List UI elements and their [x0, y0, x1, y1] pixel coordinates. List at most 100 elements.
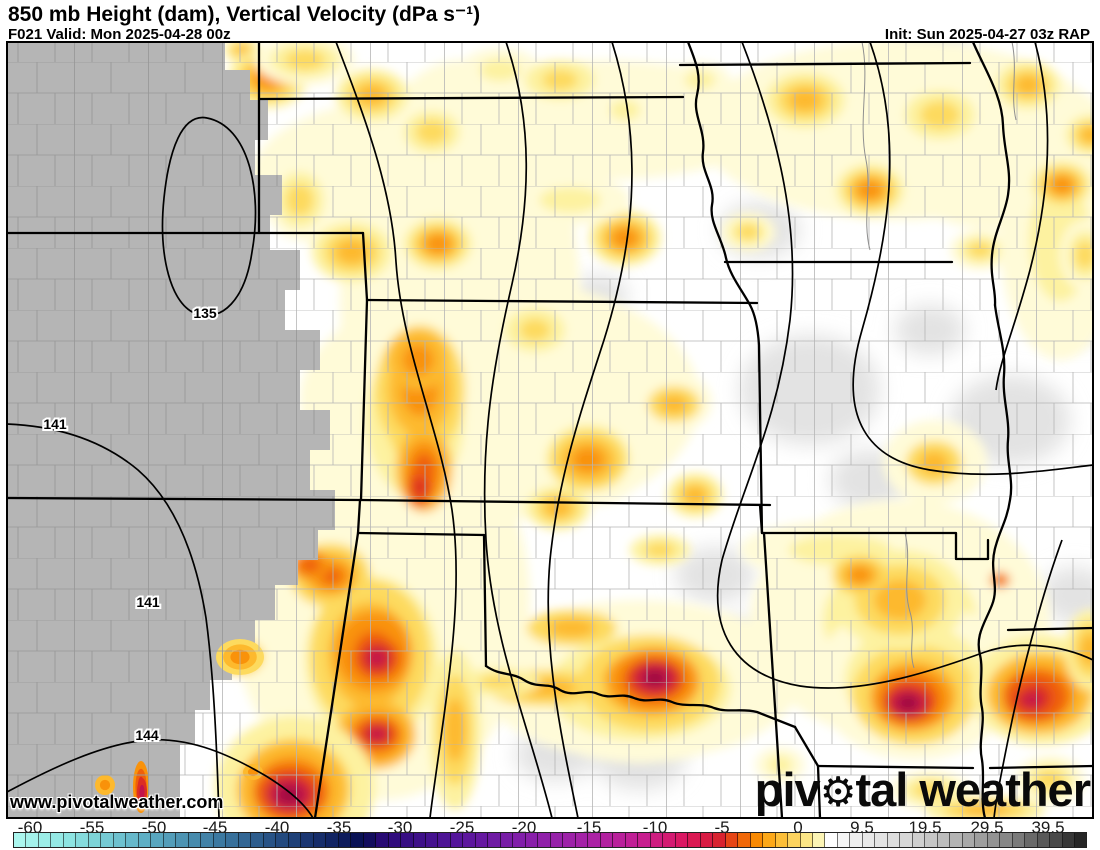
colorbar-cell: [588, 833, 601, 847]
colorbar-cell: [313, 833, 327, 847]
colorbar-cell: [837, 833, 851, 847]
contour-label: 141: [43, 416, 67, 432]
colorbar-cell: [700, 833, 714, 847]
colorbar-cell: [950, 833, 963, 847]
colorbar-tick: 39.5: [1031, 818, 1065, 837]
colorbar-cell: [338, 833, 352, 847]
colorbar-cell: [725, 833, 739, 847]
colorbar-cell: [962, 833, 976, 847]
colorbar-cell: [475, 833, 489, 847]
colorbar-tick: -40: [264, 818, 290, 837]
colorbar-cell: [887, 833, 901, 847]
colorbar-cell: [388, 833, 402, 847]
colorbar-tick: -45: [202, 818, 228, 837]
colorbar-cell: [912, 833, 926, 847]
colorbar-tick: -50: [141, 818, 167, 837]
height-contour-labels: 135 141 141 144: [41, 303, 219, 745]
colorbar-cell: [775, 833, 789, 847]
contour-label: 141: [136, 594, 160, 610]
colorbar-cell: [351, 833, 364, 847]
colorbar-tick: -30: [387, 818, 413, 837]
colorbar-cell: [176, 833, 189, 847]
colorbar-tick-labels: -60 -55 -50 -45 -40 -35 -30 -25 -20 -15 -10 -5 0 9.5 1…: [0, 818, 1100, 837]
site-url-watermark: www.pivotalweather.com: [10, 792, 224, 812]
colorbar-cell: [937, 833, 951, 847]
colorbar-cell: [975, 833, 988, 847]
brand-watermark: piv⚙tal weather: [754, 763, 1091, 816]
colorbar-cell: [650, 833, 664, 847]
colorbar-cell: [288, 833, 302, 847]
colorbar-cell: [463, 833, 476, 847]
colorbar-cell: [550, 833, 564, 847]
colorbar-cell: [276, 833, 289, 847]
colorbar-cell: [638, 833, 651, 847]
colorbar-cell: [688, 833, 701, 847]
colorbar-cell: [525, 833, 539, 847]
colorbar-cell: [538, 833, 551, 847]
colorbar-cell: [1012, 833, 1026, 847]
colorbar-cell: [438, 833, 451, 847]
colorbar-cell: [226, 833, 239, 847]
colorbar-tick: -10: [642, 818, 668, 837]
colorbar-cell: [1000, 833, 1013, 847]
colorbar-cell: [788, 833, 801, 847]
colorbar-cell: [26, 833, 39, 847]
colorbar-cell: [813, 833, 826, 847]
colorbar-cell: [163, 833, 177, 847]
colorbar-tick: 0: [793, 818, 803, 837]
colorbar-cell: [450, 833, 464, 847]
colorbar-cell: [987, 833, 1001, 847]
map-frame: [6, 41, 1094, 819]
colorbar-cell: [126, 833, 139, 847]
colorbar-cell: [513, 833, 526, 847]
colorbar-cell: [51, 833, 64, 847]
colorbar-cell: [625, 833, 639, 847]
colorbar-cell: [800, 833, 813, 847]
colorbar-cell: [713, 833, 726, 847]
state-boundaries: [7, 42, 1093, 818]
colorbar-cell: [925, 833, 938, 847]
colorbar-cell: [675, 833, 689, 847]
colorbar-cell: [1075, 833, 1087, 847]
colorbar-cell: [600, 833, 614, 847]
gear-icon: ⚙: [819, 768, 857, 816]
colorbar-cell: [138, 833, 152, 847]
colorbar-cell: [413, 833, 426, 847]
colorbar-cell: [263, 833, 277, 847]
colorbar-cell: [76, 833, 89, 847]
chart-title: 850 mb Height (dam), Vertical Velocity (…: [8, 3, 481, 26]
colorbar-cell: [101, 833, 114, 847]
colorbar-cell: [63, 833, 77, 847]
colorbar-cell: [251, 833, 264, 847]
colorbar-cell: [326, 833, 339, 847]
colorbar-cell: [301, 833, 314, 847]
colorbar-tick: 9.5: [850, 818, 874, 837]
colorbar-tick: -25: [449, 818, 475, 837]
contour-label: 144: [135, 727, 159, 743]
colorbar-tick: -60: [17, 818, 43, 837]
colorbar-cell: [376, 833, 389, 847]
height-contours: [7, 42, 1093, 818]
colorbar-cell: [1025, 833, 1038, 847]
colorbar-cell: [1062, 833, 1076, 847]
colorbar-cell: [663, 833, 676, 847]
colorbar-tick: -55: [79, 818, 105, 837]
colorbar-cell: [900, 833, 913, 847]
colorbar-tick: -5: [714, 818, 730, 837]
init-time-label: Init: Sun 2025-04-27 03z RAP: [884, 26, 1090, 43]
colorbar-cell: [563, 833, 576, 847]
colorbar-cell: [363, 833, 377, 847]
contour-label: 135: [193, 305, 217, 321]
colorbar-tick: -20: [511, 818, 537, 837]
colorbar-cell: [763, 833, 776, 847]
colorbar-cell: [750, 833, 764, 847]
colorbar-tick: 19.5: [908, 818, 942, 837]
colorbar-cell: [875, 833, 888, 847]
colorbar-cell: [862, 833, 876, 847]
colorbar-tick: 29.5: [970, 818, 1004, 837]
colorbar-cell: [500, 833, 514, 847]
colorbar-cell: [738, 833, 751, 847]
colorbar-cell: [1050, 833, 1063, 847]
